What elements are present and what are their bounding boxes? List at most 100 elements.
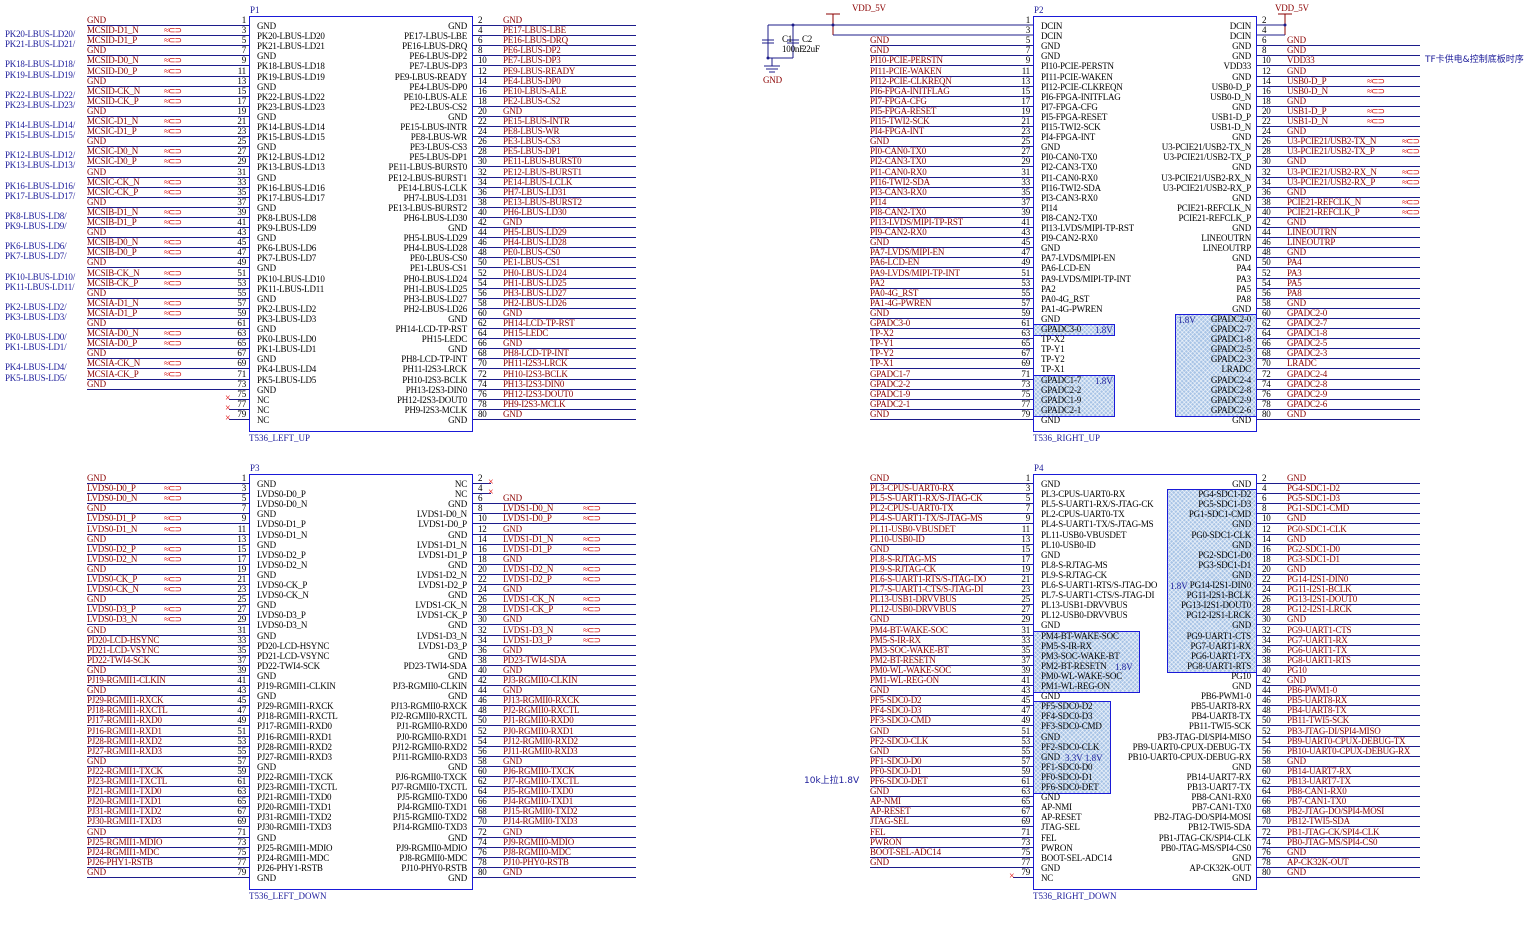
net-wire[interactable] — [473, 307, 636, 309]
net-wire[interactable] — [87, 503, 249, 505]
net-wire[interactable] — [870, 196, 1033, 198]
net-wire[interactable] — [870, 816, 1033, 818]
net-wire[interactable] — [870, 348, 1033, 350]
net-wire[interactable] — [870, 644, 1033, 646]
net-wire[interactable] — [87, 786, 249, 787]
net-wire[interactable] — [870, 705, 1033, 707]
net-wire[interactable] — [870, 543, 1033, 545]
net-wire[interactable] — [87, 765, 249, 767]
net-wire[interactable] — [1257, 105, 1420, 107]
net-wire[interactable] — [870, 725, 1033, 727]
net-wire[interactable] — [473, 806, 636, 808]
net-wire[interactable] — [87, 227, 249, 228]
net-wire[interactable] — [87, 388, 249, 390]
net-wire[interactable] — [1257, 227, 1420, 228]
net-wire[interactable] — [87, 826, 249, 828]
net-wire[interactable] — [87, 876, 249, 878]
net-wire[interactable] — [870, 533, 1033, 535]
net-wire[interactable] — [87, 604, 249, 606]
net-wire[interactable] — [473, 513, 636, 515]
net-wire[interactable] — [1257, 338, 1420, 340]
net-wire[interactable] — [87, 533, 249, 535]
net-wire[interactable] — [87, 206, 249, 208]
net-wire[interactable] — [870, 338, 1033, 340]
net-wire[interactable] — [870, 156, 1033, 158]
net-wire[interactable] — [1257, 297, 1420, 299]
net-wire[interactable] — [1257, 563, 1420, 565]
net-wire[interactable] — [1257, 206, 1420, 208]
net-wire[interactable] — [870, 55, 1033, 57]
net-wire[interactable] — [473, 725, 636, 727]
net-wire[interactable] — [870, 398, 1033, 400]
net-wire[interactable] — [1257, 398, 1420, 400]
net-wire[interactable] — [1257, 745, 1420, 747]
net-wire[interactable] — [473, 836, 636, 838]
net-wire[interactable] — [473, 297, 636, 299]
net-wire[interactable] — [1257, 685, 1420, 686]
net-wire[interactable] — [870, 247, 1033, 249]
net-wire[interactable] — [1257, 257, 1420, 259]
net-wire[interactable] — [1257, 378, 1420, 380]
net-wire[interactable] — [870, 115, 1033, 117]
net-wire[interactable] — [473, 563, 636, 565]
net-wire[interactable] — [1257, 493, 1420, 495]
net-wire[interactable] — [87, 307, 249, 309]
net-wire[interactable] — [1257, 216, 1420, 218]
net-wire[interactable] — [870, 307, 1033, 309]
net-wire[interactable] — [87, 358, 249, 360]
net-wire[interactable] — [87, 594, 249, 596]
net-wire[interactable] — [870, 368, 1033, 370]
net-wire[interactable] — [1257, 695, 1420, 697]
net-wire[interactable] — [870, 105, 1033, 107]
net-wire[interactable] — [870, 95, 1033, 97]
net-wire[interactable] — [473, 846, 636, 848]
net-wire[interactable] — [1257, 543, 1420, 545]
net-wire[interactable] — [870, 745, 1033, 747]
net-wire[interactable] — [473, 55, 636, 57]
net-wire[interactable] — [1257, 503, 1420, 505]
net-wire[interactable] — [473, 786, 636, 787]
net-wire[interactable] — [1257, 584, 1420, 585]
net-wire[interactable] — [870, 136, 1033, 138]
net-wire[interactable] — [87, 755, 249, 757]
net-wire[interactable] — [1257, 654, 1420, 656]
net-wire[interactable] — [87, 146, 249, 148]
net-wire[interactable] — [87, 75, 249, 77]
net-wire[interactable] — [87, 674, 249, 676]
net-wire[interactable] — [87, 196, 249, 198]
net-wire[interactable] — [870, 604, 1033, 606]
net-wire[interactable] — [87, 55, 249, 57]
net-wire[interactable] — [870, 358, 1033, 360]
net-wire[interactable] — [473, 368, 636, 370]
net-wire[interactable] — [1257, 186, 1420, 188]
net-wire[interactable] — [1257, 816, 1420, 818]
net-wire[interactable] — [87, 257, 249, 259]
net-wire[interactable] — [87, 277, 249, 279]
net-wire[interactable] — [87, 247, 249, 249]
net-wire[interactable] — [473, 866, 636, 868]
net-wire[interactable] — [87, 136, 249, 138]
net-wire[interactable] — [1257, 166, 1420, 168]
net-wire[interactable] — [1257, 115, 1420, 117]
net-wire[interactable] — [87, 317, 249, 319]
net-wire[interactable] — [473, 227, 636, 228]
net-wire[interactable] — [87, 65, 249, 67]
net-wire[interactable] — [473, 796, 636, 798]
net-wire[interactable] — [473, 146, 636, 148]
net-wire[interactable] — [473, 775, 636, 777]
net-wire[interactable] — [870, 45, 1033, 47]
net-wire[interactable] — [473, 614, 636, 616]
net-wire[interactable] — [473, 765, 636, 767]
net-wire[interactable] — [870, 786, 1033, 787]
net-wire[interactable] — [473, 826, 636, 828]
net-wire[interactable] — [473, 277, 636, 279]
net-wire[interactable] — [87, 614, 249, 616]
net-wire[interactable] — [870, 227, 1033, 228]
net-wire[interactable] — [870, 85, 1033, 87]
net-wire[interactable] — [1257, 624, 1420, 626]
net-wire[interactable] — [87, 846, 249, 848]
net-wire[interactable] — [870, 146, 1033, 148]
net-wire[interactable] — [473, 338, 636, 340]
net-wire[interactable] — [87, 35, 249, 37]
net-wire[interactable] — [870, 664, 1033, 666]
